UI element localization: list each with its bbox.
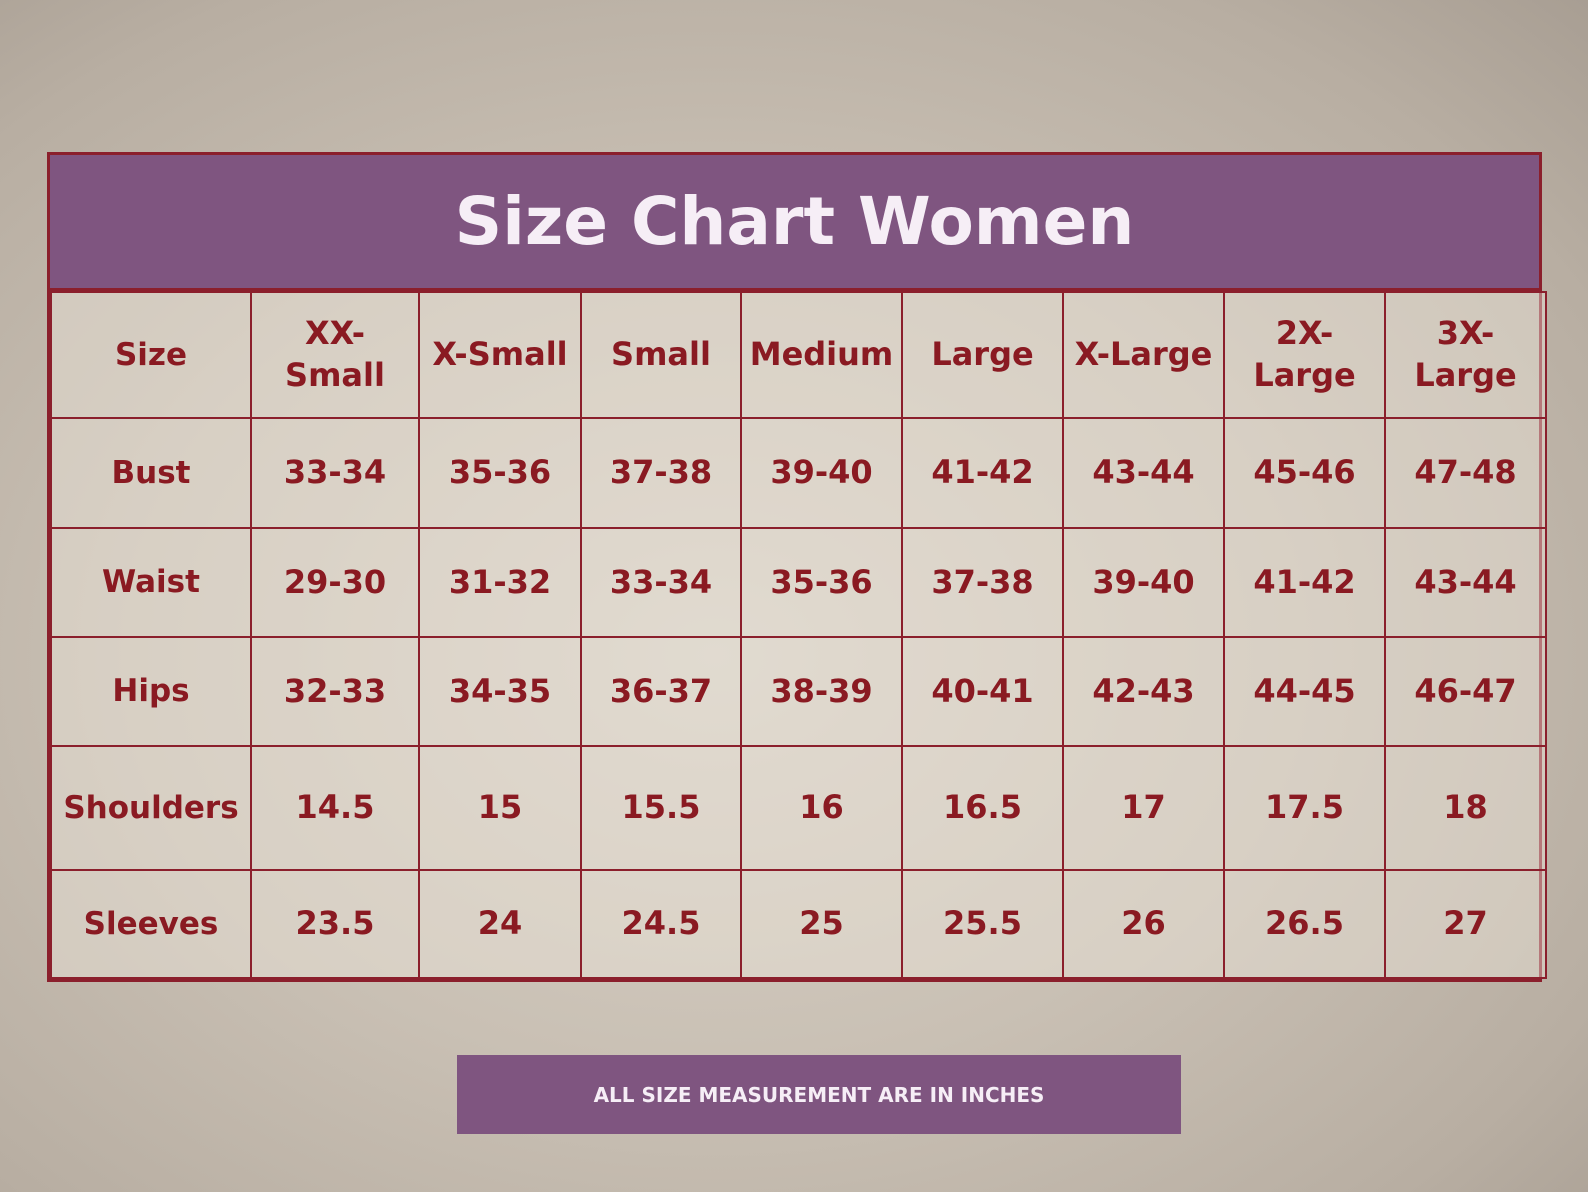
cell: 37-38	[580, 417, 742, 529]
cell: 31-32	[418, 527, 582, 638]
cell: 27	[1384, 869, 1547, 979]
header-cell: 3X-Large	[1384, 291, 1547, 419]
cell: 24	[418, 869, 582, 979]
header-cell: X-Large	[1062, 291, 1225, 419]
header-cell: Large	[901, 291, 1064, 419]
cell: 33-34	[580, 527, 742, 638]
cell: 38-39	[740, 636, 903, 747]
row-label: Waist	[50, 527, 252, 638]
header-row: Size XX-Small X-Small Small Medium Large X-Lar…	[50, 291, 1547, 419]
cell: 15.5	[580, 745, 742, 871]
cell: 42-43	[1062, 636, 1225, 747]
cell: 32-33	[250, 636, 420, 747]
cell: 40-41	[901, 636, 1064, 747]
row-label: Hips	[50, 636, 252, 747]
header-cell: XX-Small	[250, 291, 420, 419]
table-row: Waist 29-30 31-32 33-34 35-36 37-38 39-40 41-42…	[50, 527, 1547, 638]
cell: 18	[1384, 745, 1547, 871]
cell: 14.5	[250, 745, 420, 871]
cell: 16	[740, 745, 903, 871]
header-cell: Small	[580, 291, 742, 419]
cell: 25	[740, 869, 903, 979]
table-row: Shoulders 14.5 15 15.5 16 16.5 17 17.5 18	[50, 745, 1547, 871]
cell: 29-30	[250, 527, 420, 638]
cell: 17	[1062, 745, 1225, 871]
size-table: Size XX-Small X-Small Small Medium Large X-Lar…	[50, 291, 1547, 979]
table-row: Sleeves 23.5 24 24.5 25 25.5 26 26.5 27	[50, 869, 1547, 979]
cell: 26	[1062, 869, 1225, 979]
row-label: Bust	[50, 417, 252, 529]
cell: 17.5	[1223, 745, 1386, 871]
header-cell: Size	[50, 291, 252, 419]
cell: 41-42	[1223, 527, 1386, 638]
cell: 45-46	[1223, 417, 1386, 529]
cell: 43-44	[1384, 527, 1547, 638]
cell: 39-40	[740, 417, 903, 529]
cell: 46-47	[1384, 636, 1547, 747]
footer-note: ALL SIZE MEASUREMENT ARE IN INCHES	[457, 1055, 1181, 1134]
cell: 25.5	[901, 869, 1064, 979]
cell: 33-34	[250, 417, 420, 529]
cell: 26.5	[1223, 869, 1386, 979]
chart-title: Size Chart Women	[50, 155, 1539, 291]
size-chart: Size Chart Women Size XX-Small X-Small Smal…	[47, 152, 1547, 982]
cell: 34-35	[418, 636, 582, 747]
cell: 39-40	[1062, 527, 1225, 638]
table-row: Bust 33-34 35-36 37-38 39-40 41-42 43-44 45-46 4…	[50, 417, 1547, 529]
cell: 16.5	[901, 745, 1064, 871]
cell: 35-36	[418, 417, 582, 529]
cell: 35-36	[740, 527, 903, 638]
row-label: Sleeves	[50, 869, 252, 979]
cell: 43-44	[1062, 417, 1225, 529]
table-row: Hips 32-33 34-35 36-37 38-39 40-41 42-43 44-45 4…	[50, 636, 1547, 747]
cell: 24.5	[580, 869, 742, 979]
header-cell: 2X-Large	[1223, 291, 1386, 419]
cell: 44-45	[1223, 636, 1386, 747]
cell: 15	[418, 745, 582, 871]
header-cell: Medium	[740, 291, 903, 419]
cell: 47-48	[1384, 417, 1547, 529]
cell: 41-42	[901, 417, 1064, 529]
cell: 23.5	[250, 869, 420, 979]
cell: 37-38	[901, 527, 1064, 638]
cell: 36-37	[580, 636, 742, 747]
header-cell: X-Small	[418, 291, 582, 419]
row-label: Shoulders	[50, 745, 252, 871]
